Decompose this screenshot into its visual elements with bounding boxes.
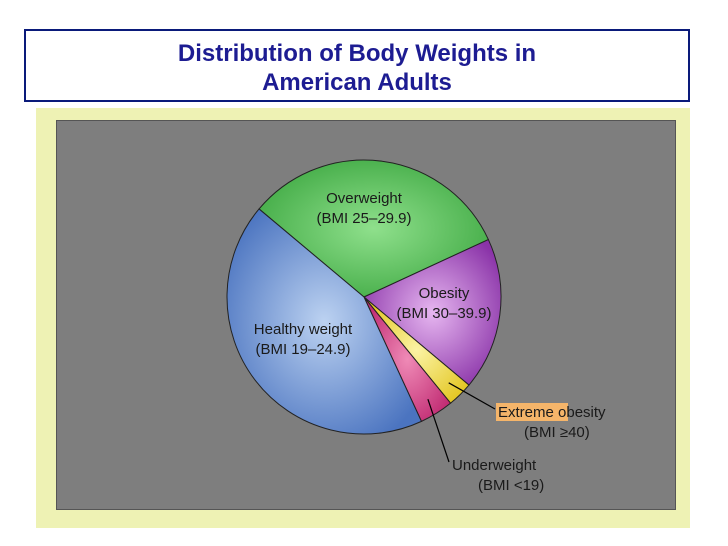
label-underweight: Underweight	[452, 457, 537, 474]
slice-obesity	[363, 238, 502, 386]
label-highlight	[496, 403, 568, 421]
sublabel-underweight: (BMI <19)	[478, 477, 544, 494]
sublabel-extreme-obesity: (BMI ≥40)	[524, 424, 590, 441]
slice-healthy-weight	[226, 208, 423, 435]
label-extreme-obesity: Extreme obesity	[498, 404, 606, 421]
leader-line-extreme-obesity	[448, 382, 496, 410]
title-box: Distribution of Body Weights in American…	[24, 29, 690, 102]
leader-line-underweight	[427, 399, 450, 463]
slice-overweight	[258, 159, 490, 298]
label-obesity: Obesity	[419, 285, 470, 302]
sublabel-obesity: (BMI 30–39.9)	[396, 305, 491, 322]
title-line-2: American Adults	[262, 69, 452, 96]
label-overweight: Overweight	[326, 190, 403, 207]
sublabel-healthy-weight: (BMI 19–24.9)	[255, 341, 350, 358]
label-healthy-weight: Healthy weight	[254, 321, 353, 338]
sublabel-overweight: (BMI 25–29.9)	[316, 210, 411, 227]
title-line-1: Distribution of Body Weights in	[177, 40, 537, 67]
